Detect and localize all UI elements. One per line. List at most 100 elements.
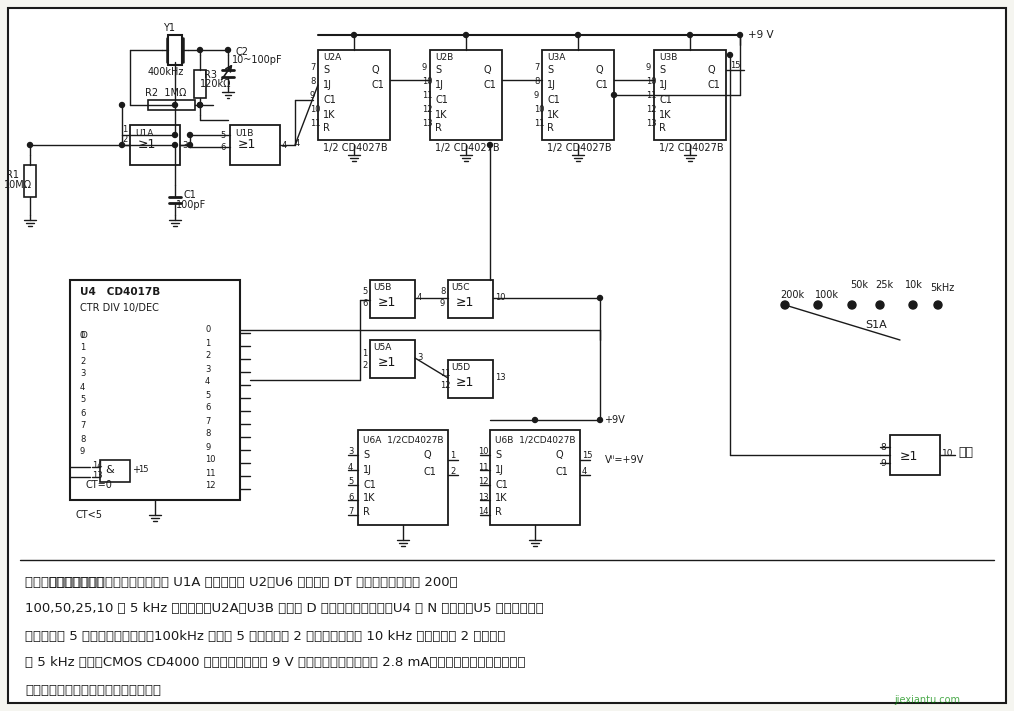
Text: 1K: 1K xyxy=(547,110,560,120)
Text: 5: 5 xyxy=(205,390,210,400)
Text: 10: 10 xyxy=(534,105,545,114)
Text: 0: 0 xyxy=(80,331,85,339)
Text: 1: 1 xyxy=(80,343,85,353)
Text: 0: 0 xyxy=(205,326,210,334)
Text: 11: 11 xyxy=(205,469,216,478)
Text: 10MΩ: 10MΩ xyxy=(4,180,32,190)
Text: 1J: 1J xyxy=(323,80,332,90)
Text: Q: Q xyxy=(372,65,379,75)
Text: R: R xyxy=(547,123,554,133)
Text: 6: 6 xyxy=(348,493,353,501)
Text: 4: 4 xyxy=(582,468,587,476)
Circle shape xyxy=(781,301,789,309)
Text: 6: 6 xyxy=(362,299,367,309)
Text: R2  1MΩ: R2 1MΩ xyxy=(145,88,187,98)
Text: 1J: 1J xyxy=(659,80,668,90)
Text: R1: R1 xyxy=(6,170,19,180)
Text: C1: C1 xyxy=(596,80,608,90)
Text: 10: 10 xyxy=(422,77,433,87)
Bar xyxy=(654,50,726,140)
Bar xyxy=(148,100,195,110)
Text: S: S xyxy=(659,65,665,75)
Text: U5D: U5D xyxy=(451,363,470,373)
Text: 2: 2 xyxy=(205,351,210,360)
Bar xyxy=(542,50,614,140)
Bar xyxy=(100,460,130,482)
Text: 5: 5 xyxy=(220,131,225,139)
Circle shape xyxy=(814,301,822,309)
Text: ≥1: ≥1 xyxy=(456,375,475,388)
Text: CTR DIV 10/DEC: CTR DIV 10/DEC xyxy=(80,303,159,313)
Text: 7: 7 xyxy=(205,417,210,425)
Text: Q: Q xyxy=(708,65,716,75)
Text: R: R xyxy=(435,123,442,133)
Text: 2: 2 xyxy=(122,136,127,144)
Text: 1: 1 xyxy=(362,350,367,358)
Text: S: S xyxy=(323,65,330,75)
Text: C1: C1 xyxy=(372,80,385,90)
Text: 12: 12 xyxy=(478,478,489,486)
Circle shape xyxy=(172,102,177,107)
Text: U6B  1/2CD4027B: U6B 1/2CD4027B xyxy=(495,436,576,444)
Circle shape xyxy=(597,296,602,301)
Text: C1: C1 xyxy=(708,80,721,90)
Text: 400kHz: 400kHz xyxy=(148,67,185,77)
Text: +: + xyxy=(132,465,140,475)
Text: C1: C1 xyxy=(323,95,336,105)
Text: 12: 12 xyxy=(646,105,656,114)
Text: 10: 10 xyxy=(478,447,489,456)
Text: ≥1: ≥1 xyxy=(238,139,257,151)
Text: 9: 9 xyxy=(440,299,445,309)
Circle shape xyxy=(687,33,693,38)
Text: R3: R3 xyxy=(204,70,217,80)
Text: 5: 5 xyxy=(80,395,85,405)
Circle shape xyxy=(198,48,203,53)
Text: 11: 11 xyxy=(440,370,450,378)
Text: Q: Q xyxy=(596,65,603,75)
Text: 25k: 25k xyxy=(875,280,893,290)
Bar xyxy=(890,435,940,475)
Text: ≥1: ≥1 xyxy=(900,451,919,464)
Text: 1J: 1J xyxy=(363,465,372,475)
Text: 3: 3 xyxy=(205,365,210,373)
Text: 2: 2 xyxy=(362,360,367,370)
Text: S: S xyxy=(435,65,441,75)
Text: 2: 2 xyxy=(80,356,85,365)
Text: 7: 7 xyxy=(80,422,85,430)
Text: U4   CD4017B: U4 CD4017B xyxy=(80,287,160,297)
Text: 14: 14 xyxy=(478,508,489,516)
Bar xyxy=(430,50,502,140)
Text: 谐波能量，在高频波段有良好的响应。: 谐波能量，在高频波段有良好的响应。 xyxy=(25,683,161,697)
Text: C1: C1 xyxy=(423,467,436,477)
Text: 10: 10 xyxy=(205,456,216,464)
Text: ≥1: ≥1 xyxy=(138,139,156,151)
Text: D: D xyxy=(80,331,87,339)
Text: 来对选择的 5 分频逻辑进行复位。100kHz 输出经 5 分频，再经 2 分频产生对称的 10 kHz 输出，再经 2 分频后得: 来对选择的 5 分频逻辑进行复位。100kHz 输出经 5 分频，再经 2 分频… xyxy=(25,629,505,643)
Bar xyxy=(168,35,182,65)
Text: Y1: Y1 xyxy=(163,23,175,33)
Text: 8: 8 xyxy=(440,287,445,296)
Circle shape xyxy=(27,142,32,147)
Text: 13: 13 xyxy=(92,471,102,479)
Text: 5kHz: 5kHz xyxy=(930,283,954,293)
Circle shape xyxy=(848,301,856,309)
Text: 五频标频率标准　电路在非门振荡器 U1A 和分频器链 U2～U6 中，使用 DT 向切割的晶体，在 200，: 五频标频率标准 电路在非门振荡器 U1A 和分频器链 U2～U6 中，使用 DT… xyxy=(25,575,457,589)
Circle shape xyxy=(876,301,884,309)
Text: 4: 4 xyxy=(80,383,85,392)
Text: 到 5 kHz 输出。CMOS CD4000 系列逻辑元件，把 9 V 电池的电流消耗降低到 2.8 mA，但是有足够的开关速度和: 到 5 kHz 输出。CMOS CD4000 系列逻辑元件，把 9 V 电池的电… xyxy=(25,656,525,670)
Text: ≥1: ≥1 xyxy=(378,296,396,309)
Bar xyxy=(70,280,240,500)
Text: 50k: 50k xyxy=(850,280,868,290)
Text: C1: C1 xyxy=(183,190,196,200)
Circle shape xyxy=(597,417,602,422)
Text: R: R xyxy=(323,123,330,133)
Text: 1K: 1K xyxy=(659,110,671,120)
Circle shape xyxy=(172,142,177,147)
Text: 15: 15 xyxy=(138,466,148,474)
Text: U2A: U2A xyxy=(323,53,342,63)
Text: S: S xyxy=(547,65,553,75)
Bar xyxy=(318,50,390,140)
Text: 8: 8 xyxy=(80,434,85,444)
Text: 3: 3 xyxy=(182,141,188,149)
Text: 10k: 10k xyxy=(906,280,923,290)
